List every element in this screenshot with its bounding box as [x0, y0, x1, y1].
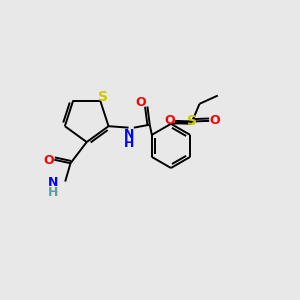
Text: H: H — [48, 186, 59, 199]
Text: O: O — [164, 114, 175, 127]
Text: O: O — [43, 154, 54, 167]
Text: H: H — [124, 137, 135, 150]
Text: N: N — [124, 128, 135, 141]
Text: S: S — [187, 115, 197, 128]
Text: O: O — [136, 96, 146, 110]
Text: N: N — [48, 176, 59, 190]
Text: O: O — [210, 114, 220, 127]
Text: S: S — [98, 90, 107, 104]
